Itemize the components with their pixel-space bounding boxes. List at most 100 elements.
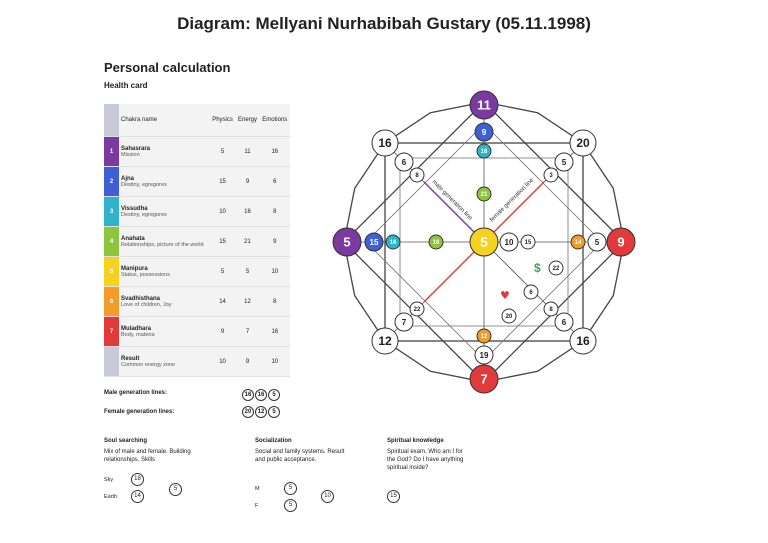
social-text: Social and family systems. Result and pu…: [255, 449, 345, 463]
small-tr2: 3: [549, 173, 553, 179]
chakra-name: Svadhisthana: [121, 295, 161, 302]
chakra-number: 2: [104, 166, 119, 197]
small-tr2-circle: [543, 167, 559, 183]
energy-value: 9: [235, 166, 260, 197]
node-top-4: 21: [481, 192, 488, 198]
table-row: 3 Vissudha Destiny, egregores 10 16 8: [104, 196, 290, 227]
node-top-circle: [469, 90, 499, 120]
chakra-name-cell: Anahata Relationships, picture of the wor…: [119, 226, 210, 257]
female-value-3: 5: [268, 406, 280, 418]
node-left-2-circle: [364, 232, 384, 252]
node-top-2-circle: [474, 122, 494, 142]
node-c10: 10: [505, 238, 514, 247]
soul-result: 5: [169, 483, 182, 496]
male-value-2: 16: [255, 389, 267, 401]
node-right-4: 5: [595, 238, 600, 247]
chakra-number: 4: [104, 226, 119, 257]
node-bottom-2-circle: [474, 345, 494, 365]
small-tl2-circle: [409, 167, 425, 183]
node-bottom-2: 19: [480, 351, 489, 360]
female-generation-values: 20 12 5: [242, 406, 281, 418]
small-br2-circle: [543, 301, 559, 317]
node-left: 5: [343, 235, 350, 250]
table-row: Result Common energy zone 10 9 10: [104, 346, 290, 377]
chakra-name-cell: Manipura Status, possessions: [119, 256, 210, 287]
header-emotions: Emotions: [259, 104, 290, 137]
energy-value: 12: [235, 286, 260, 317]
section-heading: Personal calculation: [104, 60, 231, 75]
small-bl1: 7: [402, 318, 407, 327]
header-energy: Energy: [235, 104, 260, 137]
corner-tl: 16: [378, 136, 392, 150]
sky-value: 18: [131, 473, 144, 486]
social-title: Socialization: [255, 438, 292, 444]
physics-value: 5: [209, 256, 236, 287]
female-generation-label: Female generation lines:: [104, 409, 175, 415]
small-tl1-circle: [394, 152, 414, 172]
node-c10-circle: [499, 232, 519, 252]
chakra-desc: Relationships, picture of the world: [121, 241, 204, 248]
male-generation-label: Male generation lines:: [104, 390, 168, 396]
small-m20-circle: [501, 308, 517, 324]
female-value-2: 12: [255, 406, 267, 418]
corner-tr: 20: [576, 136, 590, 150]
header-physics: Physics: [209, 104, 236, 137]
node-top-2: 9: [482, 128, 487, 137]
chakra-desc: Status, possessions: [121, 271, 170, 278]
small-bl2-circle: [409, 301, 425, 317]
node-right: 9: [617, 235, 624, 250]
small-tr1-circle: [554, 152, 574, 172]
chakra-name: Sahasrara: [121, 145, 151, 152]
corner-tl-circle: [371, 129, 399, 157]
earth-value: 14: [131, 490, 144, 503]
chakra-number: 5: [104, 256, 119, 287]
small-br1-circle: [554, 312, 574, 332]
small-br1: 6: [562, 318, 567, 327]
table-row: 1 Sahasrara Mission 5 11 16: [104, 136, 290, 167]
heart-icon: ♥: [500, 289, 510, 302]
table-row: 5 Manipura Status, possessions 5 5 10: [104, 256, 290, 287]
corner-bl: 12: [378, 334, 392, 348]
energy-value: 7: [235, 316, 260, 347]
chakra-name-cell: Svadhisthana Love of children, Joy: [119, 286, 210, 317]
chakra-name-cell: Ajna Destiny, egregores: [119, 166, 210, 197]
physics-value: 5: [209, 136, 236, 167]
chakra-desc: Destiny, egregores: [121, 211, 167, 218]
physics-value: 14: [209, 286, 236, 317]
energy-value: 16: [235, 196, 260, 227]
node-left-3: 16: [390, 240, 397, 246]
chakra-desc: Destiny, egregores: [121, 181, 167, 188]
table-row: 6 Svadhisthana Love of children, Joy 14 1…: [104, 286, 290, 317]
small-tl2: 8: [415, 173, 419, 179]
spiritual-block: Spiritual knowledge Spiritual exam. Who …: [387, 437, 467, 472]
sky-label: Sky: [104, 477, 114, 483]
male-generation-line: [423, 181, 480, 238]
emotions-value: 9: [259, 226, 290, 257]
table-row: 2 Ajna Destiny, egregores 15 9 6: [104, 166, 290, 197]
social-result: 10: [321, 490, 334, 503]
energy-value: 11: [235, 136, 260, 167]
chakra-desc: Love of children, Joy: [121, 301, 172, 308]
node-top-3-circle: [476, 143, 492, 159]
table-row: 7 Muladhara Body, materia 9 7 16: [104, 316, 290, 347]
chakra-number: 1: [104, 136, 119, 167]
corner-bl-circle: [371, 327, 399, 355]
f-value: 5: [284, 499, 297, 512]
emotions-value: 6: [259, 166, 290, 197]
dollar-icon: $: [534, 261, 541, 275]
node-left-2: 15: [370, 238, 379, 247]
node-right-3-circle: [570, 234, 586, 250]
corner-tr-circle: [569, 129, 597, 157]
small-bl2: 22: [414, 307, 421, 313]
node-bottom: 7: [480, 372, 487, 387]
page-title: Diagram: Mellyani Nurhabibah Gustary (05…: [177, 14, 591, 33]
small-m20: 20: [506, 314, 513, 320]
chakra-desc: Body, materia: [121, 331, 155, 338]
small-tl1: 6: [402, 158, 407, 167]
physics-value: 15: [209, 166, 236, 197]
small-tr1: 5: [562, 158, 567, 167]
emotions-value: 16: [259, 136, 290, 167]
female-value-1: 20: [242, 406, 254, 418]
chakra-name-cell: Sahasrara Mission: [119, 136, 210, 167]
small-br2: 8: [549, 307, 553, 313]
